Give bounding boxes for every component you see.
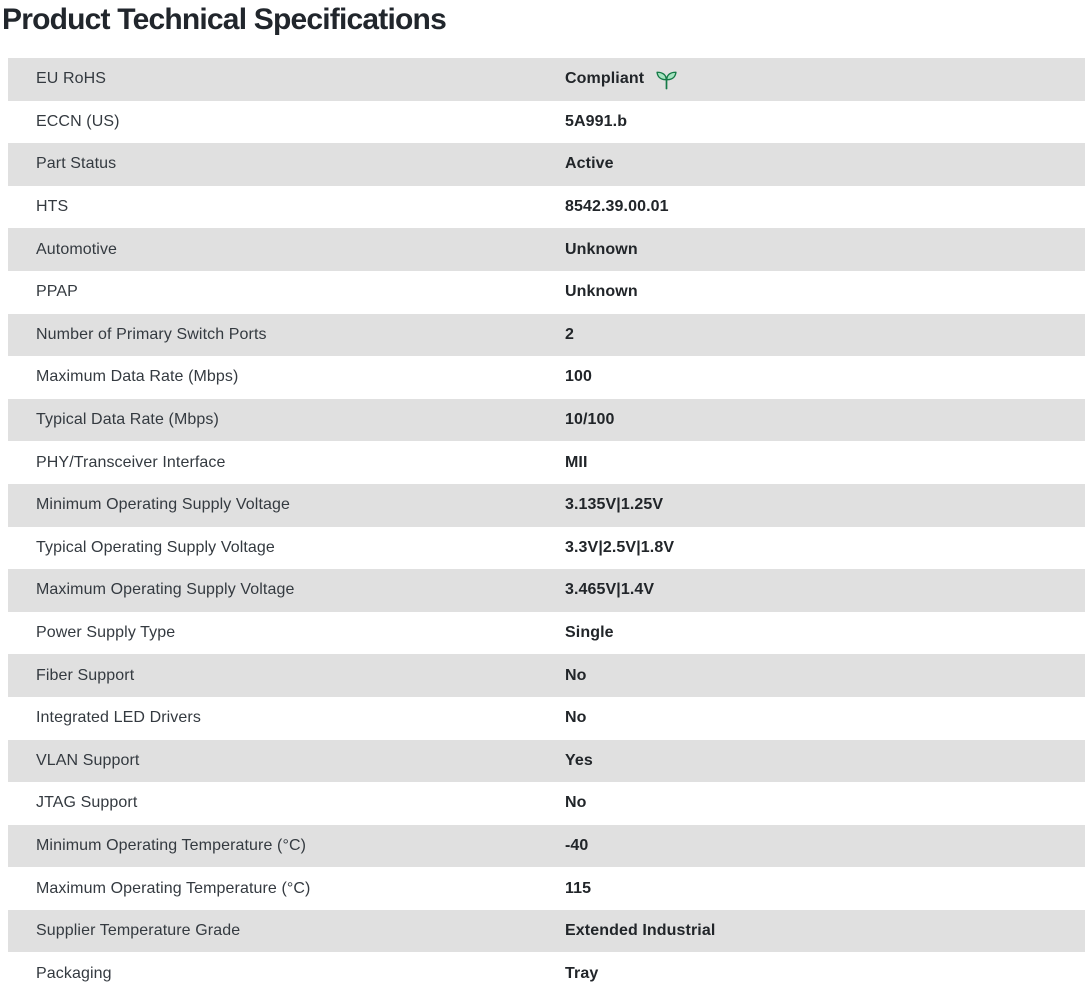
spec-row: Minimum Operating Supply Voltage 3.135V|… — [8, 483, 1085, 527]
spec-row: PPAP Unknown — [8, 270, 1085, 314]
spec-label: Maximum Data Rate (Mbps) — [36, 368, 239, 386]
spec-value-text: No — [565, 666, 587, 684]
spec-row: JTAG Support No — [8, 782, 1085, 825]
spec-label: Supplier Temperature Grade — [36, 922, 241, 940]
spec-value: Single — [565, 624, 1085, 642]
spec-value: 2 — [565, 326, 1085, 344]
spec-value: Extended Industrial — [565, 922, 1085, 940]
spec-value-text: 3.3V|2.5V|1.8V — [565, 538, 675, 556]
spec-value-text: 115 — [565, 879, 592, 897]
title-bar: Product Technical Specifications — [0, 0, 1085, 58]
spec-row: Minimum Operating Temperature (°C) -40 — [8, 824, 1085, 868]
spec-row: Automotive Unknown — [8, 228, 1085, 271]
spec-label: EU RoHS — [36, 70, 107, 88]
spec-value-text: Unknown — [565, 283, 638, 301]
spec-label: ECCN (US) — [36, 112, 120, 130]
spec-row: Typical Operating Supply Voltage 3.3V|2.… — [8, 526, 1085, 570]
spec-value: Unknown — [565, 241, 1085, 259]
spec-value: -40 — [565, 837, 1085, 855]
spec-row: Part Status Active — [8, 143, 1085, 186]
spec-label: HTS — [36, 198, 69, 216]
spec-value: 3.135V|1.25V — [565, 496, 1085, 514]
spec-value: 8542.39.00.01 — [565, 198, 1085, 216]
spec-value: Yes — [565, 752, 1085, 770]
spec-row: EU RoHS Compliant — [8, 58, 1085, 101]
spec-value-text: 2 — [565, 325, 574, 343]
leaf-icon — [655, 69, 678, 90]
spec-row: Number of Primary Switch Ports 2 — [8, 313, 1085, 357]
spec-value: 5A991.b — [565, 113, 1085, 131]
spec-label: Integrated LED Drivers — [36, 709, 201, 727]
spec-value-text: 5A991.b — [565, 112, 628, 130]
spec-row: Maximum Operating Supply Voltage 3.465V|… — [8, 569, 1085, 612]
spec-value-text: No — [565, 709, 587, 727]
spec-label: Power Supply Type — [36, 624, 176, 642]
spec-value-text: 8542.39.00.01 — [565, 198, 669, 216]
spec-label: Minimum Operating Temperature (°C) — [36, 836, 307, 854]
spec-value: No — [565, 794, 1085, 812]
spec-table: EU RoHS Compliant ECCN (US) 5A991.b — [0, 58, 1085, 995]
spec-row: VLAN Support Yes — [8, 739, 1085, 783]
spec-value-text: Extended Industrial — [565, 922, 716, 940]
spec-row: PHY/Transceiver Interface MII — [8, 441, 1085, 484]
spec-label: VLAN Support — [36, 751, 140, 769]
spec-value-text: -40 — [565, 836, 589, 854]
page-title: Product Technical Specifications — [2, 3, 447, 36]
spec-row: Fiber Support No — [8, 654, 1085, 697]
spec-value: 100 — [565, 368, 1085, 386]
spec-value-text: Unknown — [565, 240, 638, 258]
spec-value-text: 10/100 — [565, 411, 615, 429]
spec-label: JTAG Support — [36, 794, 138, 812]
spec-value-text: 100 — [565, 368, 592, 386]
spec-row: Power Supply Type Single — [8, 611, 1085, 655]
spec-label: Part Status — [36, 155, 117, 173]
spec-value-text: 3.465V|1.4V — [565, 581, 655, 599]
spec-value-text: Tray — [565, 964, 599, 982]
spec-value-text: 3.135V|1.25V — [565, 496, 664, 514]
spec-value: 10/100 — [565, 411, 1085, 429]
spec-label: Fiber Support — [36, 666, 135, 684]
spec-value-text: Single — [565, 624, 614, 642]
spec-row: ECCN (US) 5A991.b — [8, 100, 1085, 144]
spec-value: 3.465V|1.4V — [565, 581, 1085, 599]
spec-row: Typical Data Rate (Mbps) 10/100 — [8, 398, 1085, 442]
spec-value: Tray — [565, 965, 1085, 983]
spec-row: Supplier Temperature Grade Extended Indu… — [8, 909, 1085, 953]
spec-label: Maximum Operating Temperature (°C) — [36, 879, 311, 897]
spec-row: HTS 8542.39.00.01 — [8, 185, 1085, 229]
spec-label: Number of Primary Switch Ports — [36, 325, 267, 343]
spec-row: Integrated LED Drivers No — [8, 696, 1085, 740]
spec-value-text: MII — [565, 453, 588, 471]
spec-row: Packaging Tray — [8, 952, 1085, 995]
spec-label: PPAP — [36, 283, 78, 301]
spec-value-text: Active — [565, 155, 614, 173]
spec-row: Maximum Data Rate (Mbps) 100 — [8, 356, 1085, 399]
spec-value-text: Compliant — [565, 70, 645, 88]
spec-value: Compliant — [565, 69, 1085, 90]
spec-value: No — [565, 667, 1085, 685]
spec-row: Maximum Operating Temperature (°C) 115 — [8, 867, 1085, 910]
spec-value: No — [565, 709, 1085, 727]
spec-label: Typical Data Rate (Mbps) — [36, 411, 219, 429]
spec-label: PHY/Transceiver Interface — [36, 453, 226, 471]
spec-label: Maximum Operating Supply Voltage — [36, 581, 295, 599]
spec-value: Active — [565, 155, 1085, 173]
spec-value: MII — [565, 454, 1085, 472]
spec-value-text: Yes — [565, 751, 593, 769]
spec-value: Unknown — [565, 283, 1085, 301]
spec-value: 3.3V|2.5V|1.8V — [565, 539, 1085, 557]
spec-label: Typical Operating Supply Voltage — [36, 538, 275, 556]
spec-value: 115 — [565, 880, 1085, 898]
spec-label: Packaging — [36, 964, 112, 982]
spec-label: Automotive — [36, 240, 118, 258]
spec-label: Minimum Operating Supply Voltage — [36, 496, 290, 514]
spec-value-text: No — [565, 794, 587, 812]
